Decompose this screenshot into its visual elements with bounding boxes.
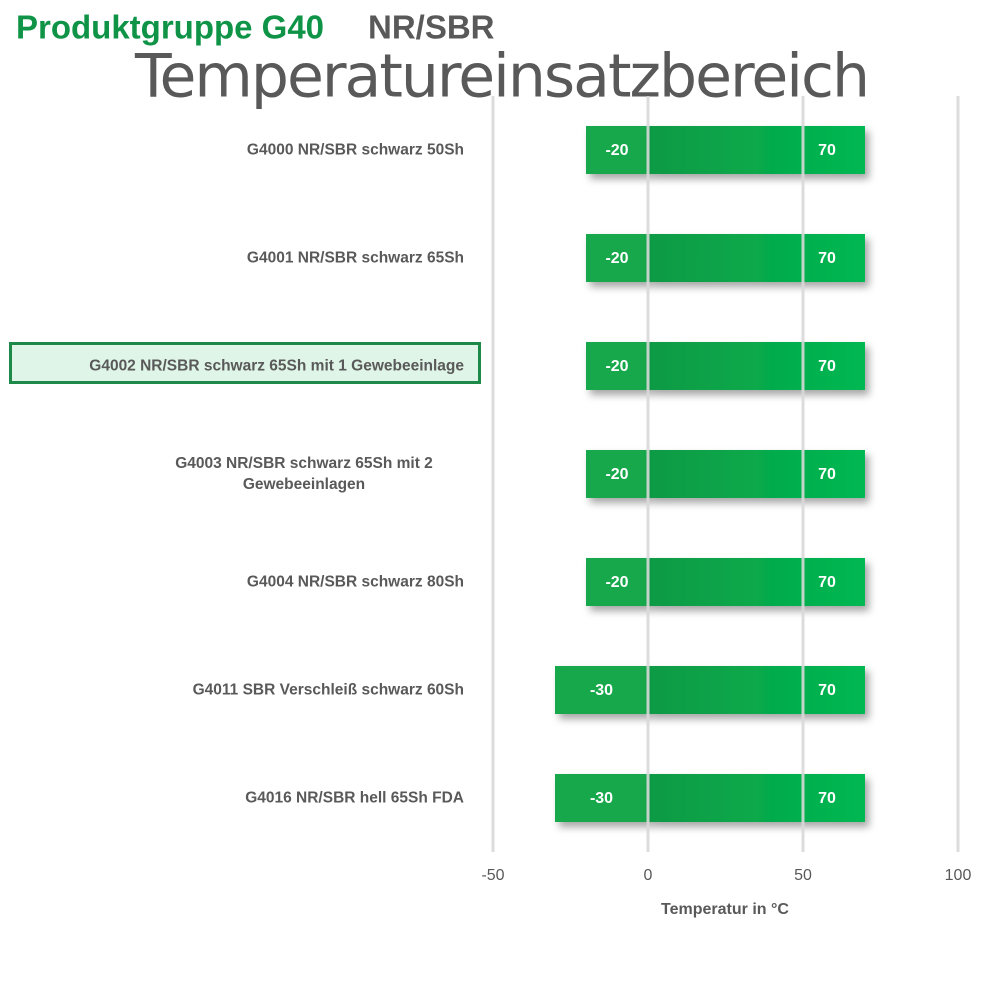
category-label: G4004 NR/SBR schwarz 80Sh: [246, 573, 464, 591]
title-main: Produktgruppe G40: [16, 9, 324, 46]
category-label: G4016 NR/SBR hell 65Sh FDA: [245, 789, 464, 807]
x-tick-label: 0: [644, 867, 653, 884]
data-label: -30: [590, 790, 613, 807]
bar: [648, 234, 865, 282]
data-label: -20: [605, 574, 628, 591]
bar: [648, 558, 865, 606]
x-tick-label: 50: [794, 867, 812, 884]
data-label: 70: [818, 466, 836, 483]
data-label: -20: [605, 142, 628, 159]
bar: [586, 126, 648, 174]
data-label: 70: [818, 574, 836, 591]
bar: [555, 666, 648, 714]
data-label: -20: [605, 250, 628, 267]
bar: [648, 666, 865, 714]
bar: [648, 126, 865, 174]
bar: [648, 774, 865, 822]
category-label: G4001 NR/SBR schwarz 65Sh: [246, 249, 464, 267]
data-label: -30: [590, 682, 613, 699]
data-label: -20: [605, 358, 628, 375]
data-label: 70: [818, 250, 836, 267]
bar: [648, 450, 865, 498]
title-suffix: NR/SBR: [368, 9, 495, 46]
data-label: 70: [818, 790, 836, 807]
bar: [555, 774, 648, 822]
data-label: 70: [818, 142, 836, 159]
category-label: G4002 NR/SBR schwarz 65Sh mit 1 Gewebeei…: [89, 357, 464, 375]
bar: [586, 234, 648, 282]
subtitle: Temperatureinsatzbereich: [134, 42, 870, 112]
bar: [586, 342, 648, 390]
x-axis-title: Temperatur in °C: [661, 901, 789, 918]
category-label: G4000 NR/SBR schwarz 50Sh: [246, 141, 464, 159]
data-label: -20: [605, 466, 628, 483]
x-tick-label: 100: [945, 867, 972, 884]
bar: [586, 558, 648, 606]
bar: [648, 342, 865, 390]
data-label: 70: [818, 358, 836, 375]
category-label: G4003 NR/SBR schwarz 65Sh mit 2 Gewebeei…: [175, 455, 433, 493]
category-label: G4011 SBR Verschleiß schwarz 60Sh: [192, 681, 464, 699]
data-label: 70: [818, 682, 836, 699]
bar: [586, 450, 648, 498]
x-tick-label: -50: [481, 867, 504, 884]
highlight-box: [9, 342, 481, 384]
